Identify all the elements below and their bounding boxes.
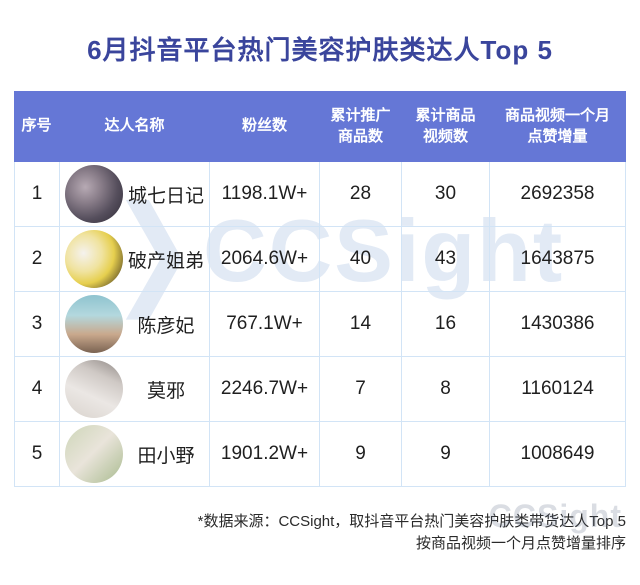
footnote-line1: *数据来源：CCSight，取抖音平台热门美容护肤类带货达人Top 5: [197, 513, 626, 530]
promoted-products-cell: 40: [320, 227, 402, 291]
likes-increase-cell: 2692358: [490, 162, 626, 226]
column-header-promoted-products: 累计推广 商品数: [330, 107, 391, 145]
influencer-cell: 莫邪: [60, 357, 210, 421]
column-header-rank: 序号: [21, 117, 52, 135]
page-title: 6月抖音平台热门美容护肤类达人Top 5: [87, 35, 553, 65]
table-header-row: 序号 达人名称 粉丝数 累计推广 商品数 累计商品 视频数 商品视频一个月 点赞…: [14, 91, 626, 162]
influencer-name: 陈彦妃: [137, 315, 195, 337]
product-videos-cell: 30: [402, 162, 490, 226]
avatar: [65, 295, 123, 353]
table-row: 3 陈彦妃 767.1W+ 14 16 1430386: [14, 292, 626, 357]
influencer-name: 田小野: [137, 445, 195, 467]
table-row: 1 城七日记 1198.1W+ 28 30 2692358: [14, 162, 626, 227]
promoted-products-cell: 28: [320, 162, 402, 226]
influencer-cell: 田小野: [60, 422, 210, 486]
rank-cell: 1: [14, 162, 60, 226]
table-body: 1 城七日记 1198.1W+ 28 30 2692358 2 破产姐弟 206…: [14, 162, 626, 487]
column-header-likes-increase: 商品视频一个月 点赞增量: [504, 107, 610, 145]
rank-cell: 5: [14, 422, 60, 486]
column-header-fans: 粉丝数: [241, 117, 287, 135]
ranking-table: ❯ CCSight 序号 达人名称 粉丝数 累计推广 商品数 累计商品 视频数 …: [14, 91, 626, 487]
influencer-cell: 城七日记: [60, 162, 210, 226]
influencer-cell: 破产姐弟: [60, 227, 210, 291]
influencer-cell: 陈彦妃: [60, 292, 210, 356]
footnote: CCSight *数据来源：CCSight，取抖音平台热门美容护肤类带货达人To…: [0, 500, 626, 555]
fans-cell: 2246.7W+: [210, 357, 320, 421]
likes-increase-cell: 1430386: [490, 292, 626, 356]
rank-cell: 2: [14, 227, 60, 291]
product-videos-cell: 16: [402, 292, 490, 356]
footnote-line2: 按商品视频一个月点赞增量排序: [415, 535, 626, 552]
fans-cell: 1198.1W+: [210, 162, 320, 226]
promoted-products-cell: 9: [320, 422, 402, 486]
infographic-page: 6月抖音平台热门美容护肤类达人Top 5 ❯ CCSight 序号 达人名称 粉…: [0, 30, 640, 585]
avatar: [65, 165, 123, 223]
promoted-products-cell: 7: [320, 357, 402, 421]
column-header-influencer-name: 达人名称: [104, 117, 165, 135]
fans-cell: 767.1W+: [210, 292, 320, 356]
table-row: 2 破产姐弟 2064.6W+ 40 43 1643875: [14, 227, 626, 292]
promoted-products-cell: 14: [320, 292, 402, 356]
table-row: 4 莫邪 2246.7W+ 7 8 1160124: [14, 357, 626, 422]
avatar: [65, 230, 123, 288]
avatar: [65, 360, 123, 418]
fans-cell: 1901.2W+: [210, 422, 320, 486]
influencer-name: 破产姐弟: [127, 250, 204, 272]
product-videos-cell: 43: [402, 227, 490, 291]
avatar: [65, 425, 123, 483]
likes-increase-cell: 1160124: [490, 357, 626, 421]
column-header-product-videos: 累计商品 视频数: [415, 107, 476, 145]
likes-increase-cell: 1643875: [490, 227, 626, 291]
likes-increase-cell: 1008649: [490, 422, 626, 486]
product-videos-cell: 8: [402, 357, 490, 421]
product-videos-cell: 9: [402, 422, 490, 486]
fans-cell: 2064.6W+: [210, 227, 320, 291]
rank-cell: 4: [14, 357, 60, 421]
rank-cell: 3: [14, 292, 60, 356]
influencer-name: 莫邪: [146, 380, 185, 402]
table-row: 5 田小野 1901.2W+ 9 9 1008649: [14, 422, 626, 487]
influencer-name: 城七日记: [127, 185, 204, 207]
